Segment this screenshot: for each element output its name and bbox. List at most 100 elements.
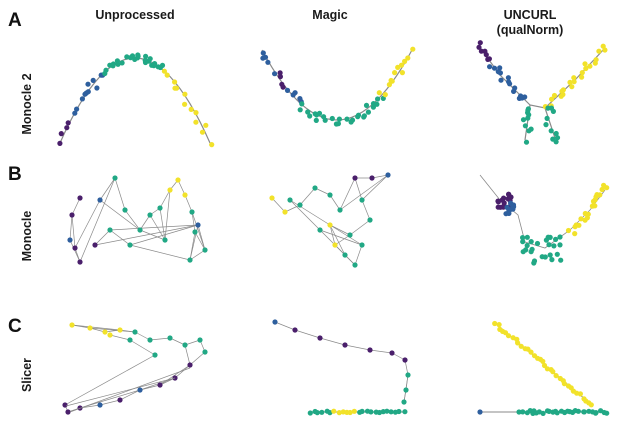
panel-b-unprocessed-edge xyxy=(109,224,199,231)
panel-a-magic-point xyxy=(398,62,405,68)
panel-b-magic-point xyxy=(352,262,358,268)
panel-a-unprocessed-point xyxy=(188,106,194,112)
panel-a-uncurl-point xyxy=(486,56,492,62)
panel-b-magic-point xyxy=(359,197,365,203)
panel-c-magic-point xyxy=(403,387,409,393)
panel-b-unprocessed-point xyxy=(97,197,103,203)
panel-c-magic-point xyxy=(388,409,394,415)
panel-c-uncurl-point xyxy=(546,408,552,414)
panel-b-magic-edge xyxy=(339,174,389,211)
panel-b-unprocessed-point xyxy=(192,229,198,235)
panel-b-uncurl-point xyxy=(576,222,582,228)
panel-a-uncurl-point xyxy=(582,61,588,67)
panel-b-unprocessed-edge xyxy=(184,194,193,213)
panel-b-magic-point xyxy=(367,217,373,223)
panel-b-uncurl-point xyxy=(565,227,572,234)
panel-a-magic-point xyxy=(363,102,370,108)
panel-c-unprocessed-point xyxy=(102,329,108,335)
panel-a-magic-point xyxy=(313,117,319,123)
panel-a-magic-point xyxy=(395,64,401,70)
panel-c-unprocessed-edge xyxy=(65,377,176,407)
panel-b-uncurl-point xyxy=(549,257,555,263)
panel-a-magic-point xyxy=(262,54,269,60)
row-letter-c: C xyxy=(8,316,22,337)
panel-b-uncurl-point xyxy=(524,234,530,240)
panel-b-uncurl-point xyxy=(546,242,552,248)
panel-a-magic-point xyxy=(277,74,283,80)
panel-b-uncurl-point xyxy=(520,235,526,241)
panel-a-uncurl-point xyxy=(497,70,503,76)
panel-a-magic-point xyxy=(335,121,341,127)
panel-c-magic-point xyxy=(272,319,278,325)
panel-c-unprocessed-point xyxy=(157,382,163,388)
panel-c-uncurl-point xyxy=(496,322,502,328)
panel-c-magic-point xyxy=(367,347,373,353)
panel-b-unprocessed-edge xyxy=(194,231,206,251)
panel-b-uncurl-point xyxy=(582,210,588,217)
panel-c-magic-edge xyxy=(344,344,371,351)
panel-c-uncurl-point xyxy=(588,402,594,408)
panel-b-uncurl-point xyxy=(531,258,538,264)
panel-b-uncurl-point xyxy=(547,234,553,240)
panel-b-uncurl-point xyxy=(529,246,535,252)
panel-b-unprocessed-edge xyxy=(139,229,166,241)
panel-b-unprocessed-point xyxy=(67,237,73,243)
panel-c-unprocessed-edge xyxy=(184,344,191,366)
panel-a-magic-point xyxy=(399,70,405,76)
panel-b-magic-edge xyxy=(314,187,331,196)
panel-b-unprocessed-point xyxy=(167,187,173,193)
panel-c-uncurl-point xyxy=(553,373,559,379)
panel-c-uncurl-point xyxy=(516,409,522,415)
panel-c-unprocessed-edge xyxy=(99,399,121,406)
panel-a-uncurl-point xyxy=(478,48,484,54)
panel-c-magic-edge xyxy=(319,337,346,346)
panel-a-unprocessed-point xyxy=(164,72,170,78)
panel-a-unprocessed-point xyxy=(203,122,209,128)
panel-b-magic-point xyxy=(317,227,323,233)
panel-c-unprocessed-edge xyxy=(169,337,186,346)
panel-b-magic-point xyxy=(312,185,318,191)
panel-a-unprocessed-point xyxy=(172,79,178,85)
panel-b-unprocessed-edge xyxy=(69,214,73,241)
panel-b-uncurl-point xyxy=(547,252,553,258)
panel-a-uncurl-point xyxy=(550,108,557,114)
panel-c-magic-point xyxy=(319,409,325,415)
panel-c-uncurl-point xyxy=(575,408,582,414)
panel-c-uncurl-point xyxy=(604,410,610,416)
panel-b-uncurl-point xyxy=(528,239,534,245)
panel-a-magic-point xyxy=(265,59,271,65)
panel-a-magic-point xyxy=(375,96,381,102)
panel-b-unprocessed-edge xyxy=(124,209,141,231)
panel-a-unprocessed-point xyxy=(79,96,85,102)
panel-a-uncurl-point xyxy=(596,48,602,54)
panel-b-unprocessed-point xyxy=(92,242,98,248)
panel-b-unprocessed-edge xyxy=(74,199,101,249)
column-header-uncurl: UNCURL (qualNorm) xyxy=(480,8,580,38)
panel-c-uncurl-point xyxy=(515,340,521,346)
panel-b-uncurl-point xyxy=(557,242,563,248)
panel-a-uncurl-point xyxy=(571,79,577,85)
panel-b-uncurl-point xyxy=(499,197,505,203)
panel-c-magic-point xyxy=(307,410,313,416)
panel-b-unprocessed-point xyxy=(195,222,201,228)
panel-b-unprocessed-edge xyxy=(129,224,199,246)
column-header-unprocessed: Unprocessed xyxy=(95,8,175,22)
panel-b-unprocessed-point xyxy=(69,212,75,218)
panel-b-magic-point xyxy=(327,192,333,198)
panel-c-magic-point xyxy=(347,409,353,416)
panel-a-unprocessed-point xyxy=(64,125,70,131)
panel-a-unprocessed-point xyxy=(209,142,215,148)
panel-b-uncurl-point xyxy=(601,182,607,188)
panel-b-magic-edge xyxy=(329,224,346,256)
panel-c-magic-point xyxy=(314,410,320,416)
panel-b-unprocessed-edge xyxy=(191,211,206,251)
panel-a-unprocessed-point xyxy=(94,85,100,91)
panel-a-magic-point xyxy=(392,70,398,76)
panel-c-unprocessed-point xyxy=(167,335,173,341)
panel-c-unprocessed-edge xyxy=(89,327,136,333)
panel-c-unprocessed-edge xyxy=(119,389,141,401)
panel-b-magic-edge xyxy=(319,229,363,246)
panel-c-unprocessed-edge xyxy=(159,364,191,386)
panel-b-unprocessed-edge xyxy=(94,224,199,246)
panel-b-uncurl-point xyxy=(497,204,503,210)
